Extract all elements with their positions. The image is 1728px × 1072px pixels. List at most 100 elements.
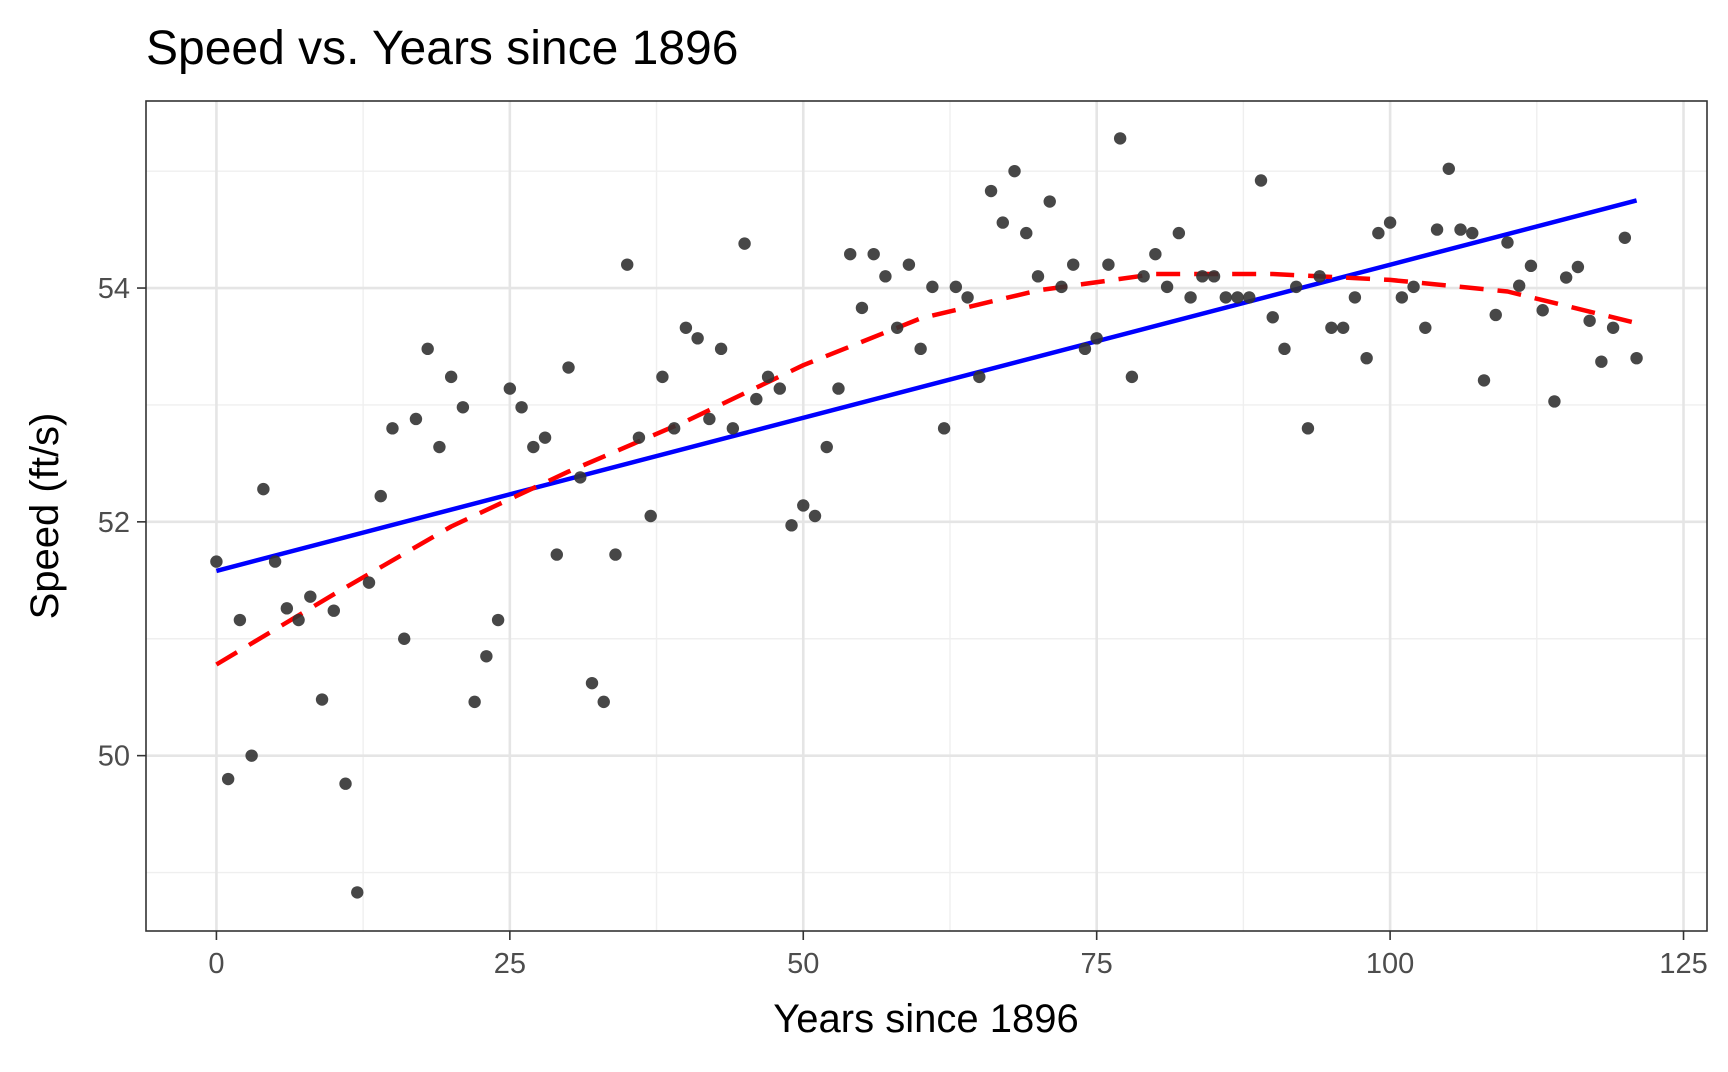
plot-panel bbox=[145, 100, 1708, 932]
data-point bbox=[374, 489, 387, 503]
x-tick-label: 0 bbox=[208, 948, 224, 980]
data-point bbox=[761, 370, 775, 384]
data-point bbox=[327, 604, 340, 617]
data-point bbox=[1407, 280, 1420, 294]
data-point bbox=[1559, 271, 1573, 284]
data-point bbox=[315, 693, 329, 706]
data-point bbox=[820, 440, 833, 454]
data-point bbox=[1336, 321, 1350, 334]
data-point bbox=[785, 519, 798, 532]
data-point bbox=[1348, 291, 1362, 304]
data-point bbox=[221, 772, 235, 786]
data-point bbox=[1231, 291, 1244, 304]
data-point bbox=[902, 258, 916, 271]
data-point bbox=[351, 886, 364, 899]
x-tick-label: 125 bbox=[1659, 948, 1707, 980]
data-point bbox=[867, 247, 880, 261]
data-point bbox=[1055, 280, 1068, 294]
data-point bbox=[1125, 370, 1139, 384]
data-point bbox=[1102, 258, 1115, 271]
data-point bbox=[339, 777, 352, 790]
data-point bbox=[738, 237, 751, 250]
chart-title: Speed vs. Years since 1896 bbox=[146, 22, 738, 75]
data-point bbox=[773, 382, 786, 395]
data-point bbox=[1149, 247, 1162, 261]
data-point bbox=[609, 548, 622, 561]
panel-background bbox=[146, 101, 1707, 931]
data-point bbox=[538, 431, 552, 444]
data-point bbox=[1301, 422, 1315, 435]
data-point bbox=[1243, 291, 1256, 304]
data-point bbox=[1466, 226, 1479, 240]
data-point bbox=[1325, 321, 1338, 334]
data-point bbox=[632, 431, 646, 444]
y-tick-label: 52 bbox=[98, 507, 130, 539]
data-point bbox=[433, 440, 446, 454]
data-point bbox=[750, 392, 763, 406]
data-point bbox=[832, 382, 845, 395]
data-point bbox=[562, 361, 575, 374]
data-point bbox=[996, 216, 1009, 229]
data-point bbox=[1548, 395, 1561, 408]
data-point bbox=[1583, 314, 1596, 327]
data-point bbox=[1360, 351, 1373, 365]
data-point bbox=[386, 422, 399, 435]
data-point bbox=[280, 602, 294, 615]
data-point bbox=[210, 555, 223, 568]
panel-border bbox=[145, 100, 1708, 932]
data-point bbox=[1067, 258, 1080, 271]
data-point bbox=[1313, 270, 1326, 283]
data-point bbox=[1219, 291, 1232, 304]
data-point bbox=[949, 280, 963, 294]
data-point bbox=[961, 291, 974, 304]
data-point bbox=[937, 422, 951, 435]
data-point bbox=[1196, 270, 1209, 283]
data-point bbox=[398, 632, 411, 645]
data-point bbox=[491, 613, 505, 627]
x-tick-label: 75 bbox=[1081, 948, 1113, 980]
data-point bbox=[362, 576, 376, 589]
data-point bbox=[597, 695, 610, 709]
data-point bbox=[1595, 355, 1608, 368]
data-point bbox=[1031, 270, 1045, 283]
data-point bbox=[1113, 132, 1127, 145]
data-point bbox=[1442, 162, 1455, 176]
data-point bbox=[1160, 280, 1174, 294]
data-point bbox=[456, 401, 470, 414]
data-point bbox=[1477, 374, 1491, 387]
data-point bbox=[527, 440, 540, 454]
data-point bbox=[1090, 332, 1103, 345]
data-point bbox=[844, 247, 857, 261]
data-point bbox=[1207, 270, 1221, 283]
data-point bbox=[515, 401, 528, 414]
data-point bbox=[585, 676, 599, 690]
data-point bbox=[1489, 308, 1502, 322]
data-point bbox=[444, 370, 458, 384]
data-point bbox=[268, 555, 282, 568]
x-tick-label: 50 bbox=[787, 948, 819, 980]
y-tick-label: 54 bbox=[98, 273, 130, 305]
y-tick-label: 50 bbox=[98, 741, 130, 773]
data-point bbox=[1184, 291, 1197, 304]
y-axis-title: Speed (ft/s) bbox=[23, 413, 67, 620]
data-point bbox=[726, 422, 740, 435]
data-point bbox=[1606, 321, 1620, 334]
quadratic-fit-line bbox=[215, 271, 1638, 667]
data-point bbox=[914, 342, 927, 356]
data-point bbox=[1571, 260, 1585, 274]
data-point bbox=[808, 509, 822, 523]
data-point bbox=[879, 270, 892, 283]
data-point bbox=[703, 412, 716, 426]
data-point bbox=[973, 370, 986, 384]
data-point bbox=[1524, 259, 1538, 273]
data-point bbox=[1513, 279, 1526, 292]
data-point bbox=[691, 332, 704, 345]
data-point bbox=[797, 499, 810, 512]
data-point bbox=[855, 301, 869, 315]
data-point bbox=[1078, 342, 1092, 356]
data-point bbox=[667, 422, 681, 435]
major-gridlines bbox=[146, 101, 1707, 931]
data-point bbox=[714, 342, 728, 356]
data-point bbox=[644, 509, 657, 523]
